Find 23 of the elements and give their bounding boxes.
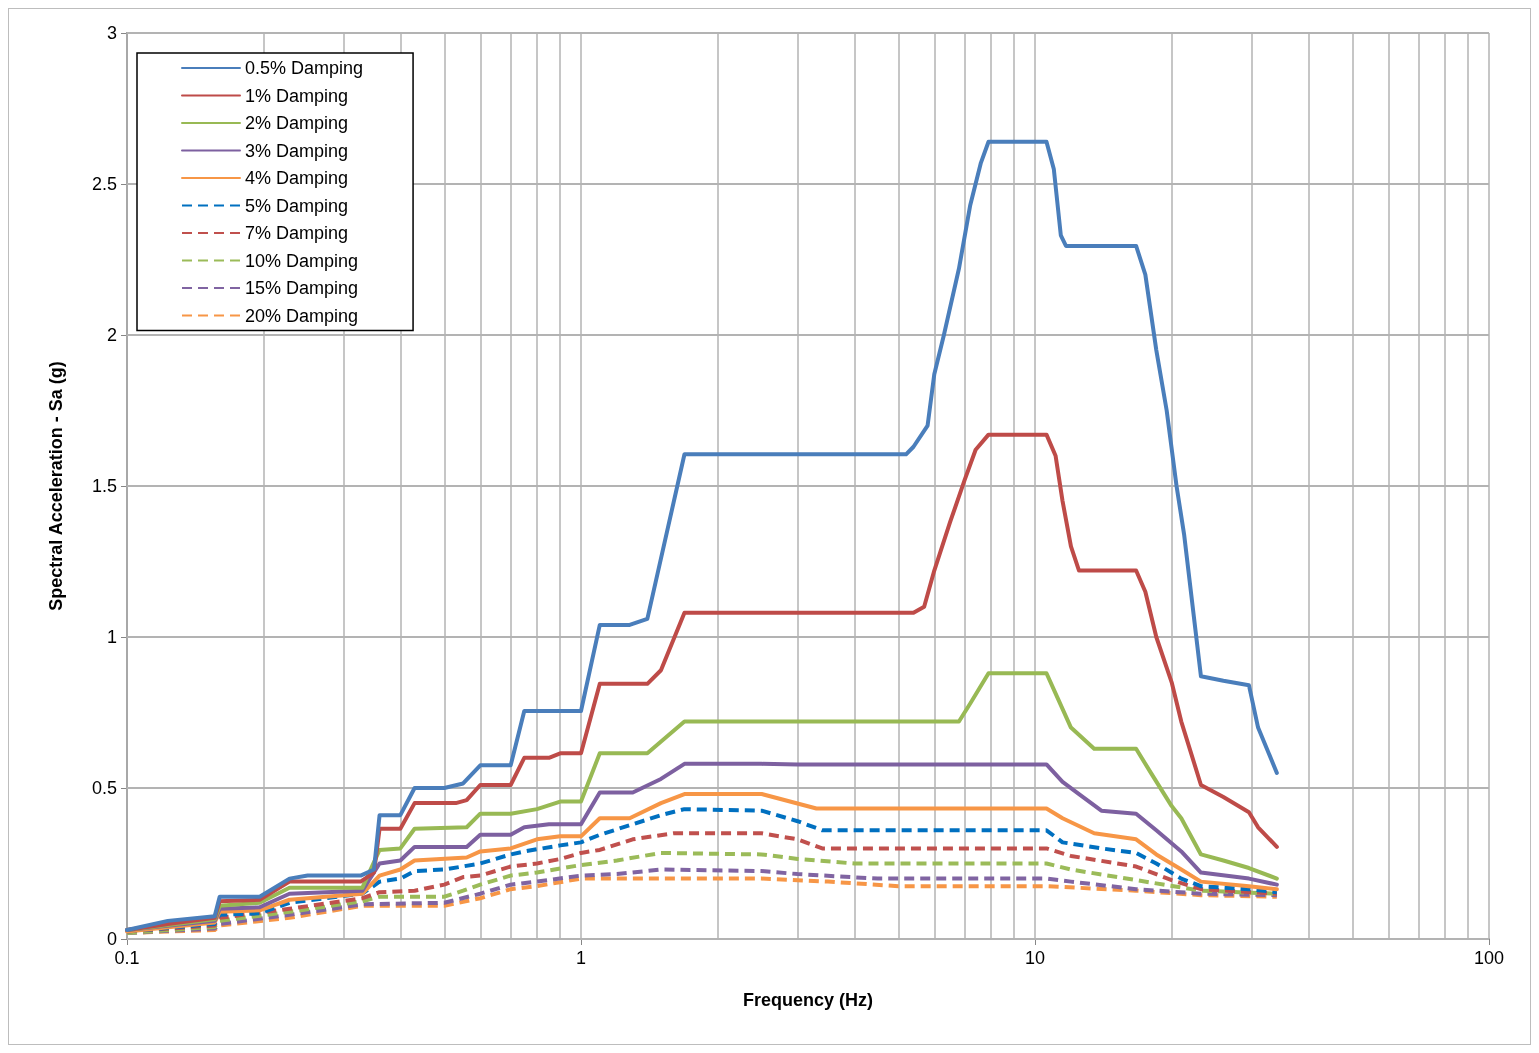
y-tick-label: 2: [106, 325, 117, 345]
x-tick-label: 0.1: [114, 948, 140, 968]
y-tick-label: 1.5: [91, 476, 117, 496]
y-tick-label: 0: [106, 929, 117, 949]
y-tick-label: 2.5: [91, 174, 117, 194]
y-axis-title: Spectral Acceleration - Sa (g): [46, 361, 66, 611]
legend-label: 4% Damping: [245, 168, 349, 188]
legend-label: 2% Damping: [245, 113, 349, 133]
x-tick-label: 100: [1473, 948, 1505, 968]
y-tick-label: 3: [106, 23, 117, 43]
x-tick-label: 1: [575, 948, 587, 968]
y-tick-label: 1: [106, 627, 117, 647]
x-axis-title: Frequency (Hz): [742, 990, 874, 1010]
legend-label: 15% Damping: [245, 278, 359, 298]
legend-label: 1% Damping: [245, 85, 349, 106]
legend-label: 7% Damping: [245, 223, 349, 243]
y-tick-label: 0.5: [91, 778, 117, 798]
x-tick-label: 10: [1024, 948, 1046, 968]
legend-label: 20% Damping: [245, 305, 359, 326]
legend-label: 0.5% Damping: [245, 58, 364, 78]
legend-label: 10% Damping: [245, 250, 359, 271]
legend-label: 3% Damping: [245, 140, 349, 161]
legend-label: 5% Damping: [245, 195, 349, 216]
